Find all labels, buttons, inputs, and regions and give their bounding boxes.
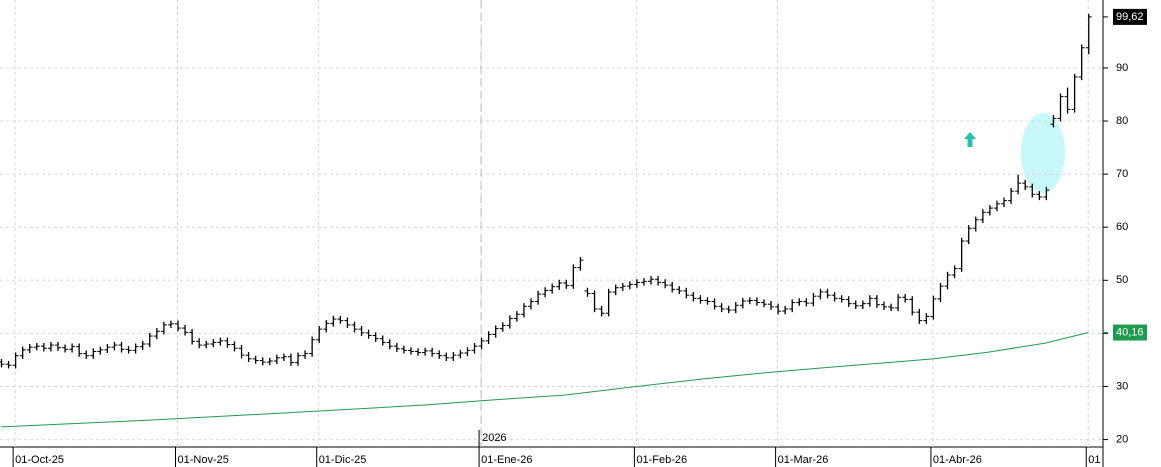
x-tick-label: 01-Dic-25 [319, 454, 367, 466]
up-arrow [964, 132, 976, 147]
last-value-label: 99,62 [1116, 11, 1144, 23]
y-tick-label: 90 [1116, 62, 1128, 74]
y-tick-label: 80 [1116, 115, 1128, 127]
highlight-ellipse [1021, 113, 1065, 193]
y-tick-label: 70 [1116, 168, 1128, 180]
x-tick-label: 01-Feb-26 [636, 454, 687, 466]
x-tick-label: 01-Nov-25 [178, 454, 229, 466]
last-value-label: 40,16 [1116, 326, 1144, 338]
x-tick-label: 01-Abr-26 [933, 454, 982, 466]
x-tick-label: 01-Ene-26 [481, 454, 532, 466]
y-tick-label: 20 [1116, 433, 1128, 445]
y-tick-label: 50 [1116, 274, 1128, 286]
x-tick-label: 01 [1088, 454, 1100, 466]
x-tick-label: 01-Mar-26 [778, 454, 829, 466]
x-tick-label: 01-Oct-25 [15, 454, 64, 466]
moving-average [0, 332, 1089, 428]
last-value-box [1113, 8, 1147, 25]
y-tick-label: 30 [1116, 380, 1128, 392]
y-tick-label: 60 [1116, 221, 1128, 233]
year-label: 2026 [482, 432, 506, 444]
last-value-box [1113, 324, 1147, 341]
